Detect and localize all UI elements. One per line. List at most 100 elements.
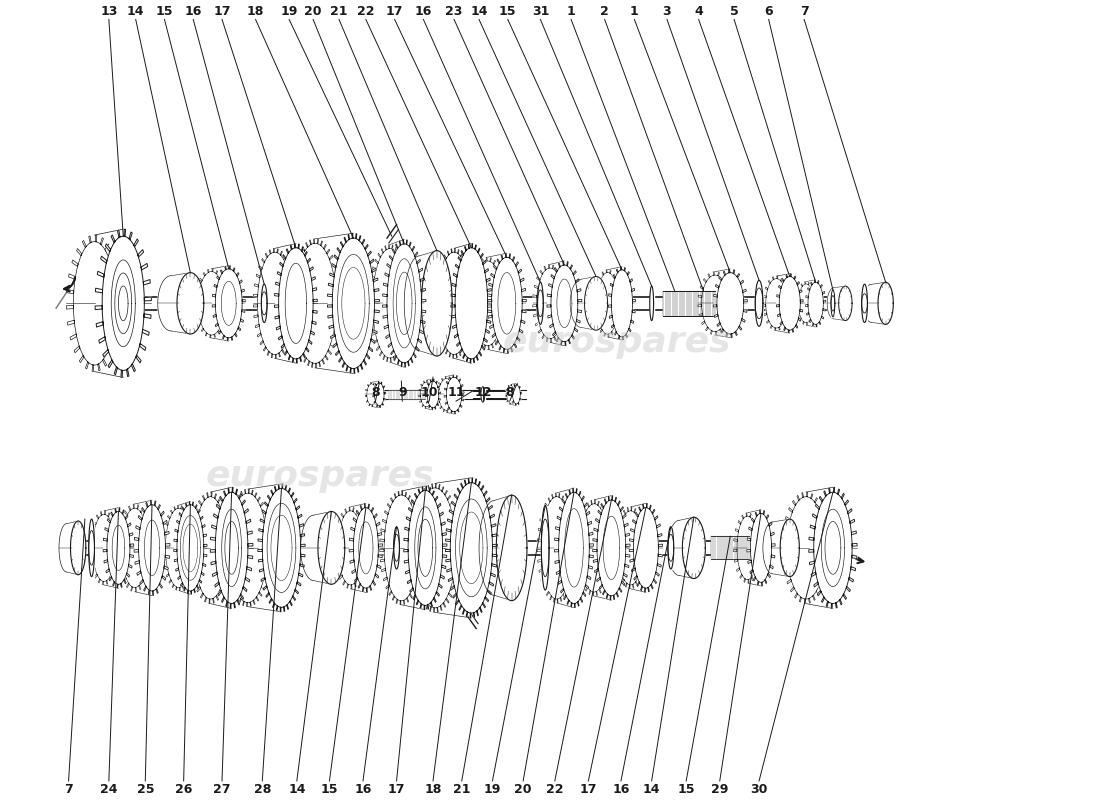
Text: 23: 23 (446, 5, 463, 18)
Polygon shape (383, 239, 426, 367)
Text: 25: 25 (136, 783, 154, 796)
Polygon shape (157, 276, 185, 331)
Polygon shape (575, 500, 613, 596)
Polygon shape (70, 521, 86, 574)
Text: 17: 17 (580, 783, 597, 796)
Polygon shape (570, 279, 593, 327)
Polygon shape (253, 248, 296, 358)
Text: 17: 17 (213, 5, 231, 18)
Polygon shape (614, 507, 647, 589)
Text: 1: 1 (630, 5, 639, 18)
Polygon shape (257, 484, 305, 612)
Text: 16: 16 (354, 783, 372, 796)
Text: 14: 14 (471, 5, 487, 18)
Polygon shape (134, 500, 170, 595)
Text: 16: 16 (415, 5, 432, 18)
Polygon shape (328, 234, 380, 374)
Polygon shape (318, 511, 344, 584)
Text: 19: 19 (280, 5, 298, 18)
Polygon shape (444, 375, 464, 414)
Polygon shape (864, 284, 879, 322)
Polygon shape (512, 383, 521, 406)
Text: 22: 22 (546, 783, 563, 796)
Polygon shape (780, 519, 800, 577)
Polygon shape (808, 487, 857, 609)
Polygon shape (805, 280, 826, 327)
Polygon shape (368, 245, 411, 362)
Polygon shape (827, 288, 840, 319)
Polygon shape (404, 256, 434, 350)
Polygon shape (747, 510, 776, 586)
Polygon shape (404, 486, 447, 610)
Polygon shape (59, 524, 75, 572)
Polygon shape (594, 270, 621, 337)
Text: 10: 10 (420, 386, 438, 399)
Text: 27: 27 (213, 783, 231, 796)
Polygon shape (734, 513, 761, 583)
Text: 4: 4 (694, 5, 703, 18)
Polygon shape (212, 266, 245, 341)
Polygon shape (777, 274, 803, 333)
Text: 14: 14 (642, 783, 660, 796)
Text: 16: 16 (613, 783, 629, 796)
Polygon shape (668, 520, 691, 575)
Polygon shape (451, 243, 492, 363)
Polygon shape (584, 277, 607, 330)
Text: 6: 6 (764, 5, 773, 18)
Polygon shape (608, 266, 636, 340)
Polygon shape (174, 502, 207, 594)
Text: 22: 22 (358, 5, 375, 18)
Polygon shape (763, 522, 782, 574)
Text: 14: 14 (288, 783, 306, 796)
Polygon shape (505, 384, 516, 405)
Polygon shape (426, 379, 441, 410)
Polygon shape (796, 282, 816, 325)
Polygon shape (682, 517, 705, 578)
Text: 7: 7 (800, 5, 808, 18)
Text: 21: 21 (453, 783, 471, 796)
Polygon shape (162, 506, 196, 590)
Polygon shape (763, 276, 790, 330)
Polygon shape (713, 269, 747, 338)
Text: 13: 13 (100, 5, 118, 18)
Text: 15: 15 (321, 783, 338, 796)
Polygon shape (210, 487, 253, 609)
Polygon shape (478, 501, 509, 595)
Polygon shape (547, 261, 582, 346)
Polygon shape (418, 380, 434, 409)
Polygon shape (373, 382, 386, 408)
Polygon shape (469, 257, 507, 350)
Polygon shape (300, 515, 328, 581)
Polygon shape (532, 264, 568, 342)
Polygon shape (195, 269, 228, 338)
Text: 19: 19 (484, 783, 502, 796)
Text: 9: 9 (398, 386, 407, 399)
Polygon shape (593, 496, 630, 600)
Polygon shape (878, 282, 893, 325)
Text: 24: 24 (100, 783, 118, 796)
Polygon shape (537, 493, 576, 603)
Text: 12: 12 (474, 386, 492, 399)
Text: 17: 17 (386, 5, 404, 18)
Polygon shape (433, 248, 474, 358)
Polygon shape (437, 377, 456, 413)
Polygon shape (95, 229, 152, 378)
Polygon shape (189, 492, 232, 604)
Text: 11: 11 (448, 386, 465, 399)
Text: 1: 1 (566, 5, 575, 18)
Text: 5: 5 (729, 5, 738, 18)
Polygon shape (289, 239, 341, 368)
Text: 20: 20 (305, 5, 322, 18)
Text: 15: 15 (499, 5, 517, 18)
Text: 21: 21 (330, 5, 348, 18)
Polygon shape (629, 503, 662, 592)
Text: 7: 7 (64, 783, 73, 796)
Polygon shape (487, 253, 526, 354)
Text: 2: 2 (601, 5, 609, 18)
Text: 3: 3 (662, 5, 671, 18)
Polygon shape (333, 507, 367, 589)
Text: 14: 14 (126, 5, 144, 18)
Polygon shape (409, 483, 461, 612)
Text: 26: 26 (175, 783, 192, 796)
Polygon shape (117, 504, 153, 592)
